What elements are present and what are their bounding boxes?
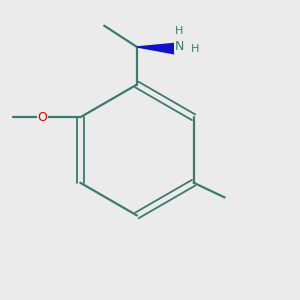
Text: H: H xyxy=(175,26,184,36)
Polygon shape xyxy=(137,44,175,54)
Text: O: O xyxy=(38,111,48,124)
Text: N: N xyxy=(175,40,184,53)
Text: H: H xyxy=(191,44,199,54)
